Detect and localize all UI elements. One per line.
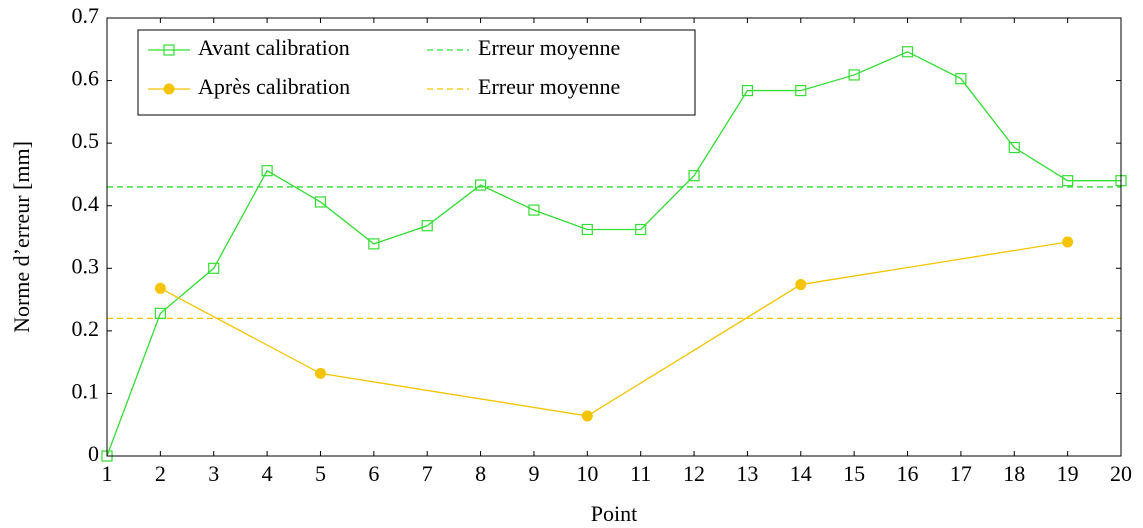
marker [635, 223, 647, 236]
x-axis-label: Point [591, 501, 637, 526]
x-tick-label: 17 [950, 461, 972, 486]
x-tick-label: 1 [102, 461, 113, 486]
marker [368, 238, 380, 250]
marker [955, 73, 967, 85]
x-tick-label: 11 [630, 461, 651, 486]
legend-label: Avant calibration [198, 35, 350, 60]
y-tick-label: 0 [88, 441, 99, 466]
marker [581, 223, 593, 236]
marker [688, 170, 700, 182]
series-line [160, 241, 1068, 417]
legend: Avant calibration Après calibration Erreur… [137, 29, 696, 116]
marker [154, 307, 166, 319]
legend-box [137, 29, 696, 116]
series-line [106, 51, 1121, 457]
marker [421, 220, 433, 232]
marker [581, 410, 593, 422]
x-tick-label: 8 [475, 461, 486, 486]
x-tick-label: 16 [897, 461, 919, 486]
legend-label: Après calibration [198, 74, 350, 99]
y-tick-label: 0.1 [72, 378, 100, 403]
marker [1008, 141, 1020, 154]
y-tick-label: 0.3 [72, 253, 100, 278]
marker [901, 46, 914, 58]
legend-label: Erreur moyenne [478, 35, 620, 60]
x-tick-label: 2 [155, 461, 166, 486]
marker [795, 279, 807, 291]
x-tick-label: 13 [736, 461, 758, 486]
x-tick-label: 4 [262, 461, 273, 486]
x-tick-label: 3 [208, 461, 219, 486]
y-tick-label: 0.2 [72, 316, 100, 341]
marker [314, 196, 327, 208]
x-tick-label: 5 [315, 461, 326, 486]
x-tick-label: 7 [422, 461, 433, 486]
marker [741, 84, 754, 97]
marker [261, 165, 273, 177]
x-tick-label: 14 [790, 461, 812, 486]
x-tick-label: 19 [1057, 461, 1079, 486]
plot-frame [106, 17, 1122, 457]
x-tick-label: 18 [1003, 461, 1025, 486]
y-tick-label: 0.6 [72, 66, 100, 91]
y-axis-label: Norme d’erreur [mm] [9, 141, 34, 333]
marker [1062, 175, 1074, 187]
marker [1062, 236, 1074, 248]
marker [208, 262, 220, 274]
marker [163, 44, 175, 56]
x-tick-label: 12 [683, 461, 705, 486]
y-tick-label: 0.5 [72, 128, 100, 153]
marker [474, 179, 487, 191]
marker [795, 84, 807, 97]
marker [528, 204, 540, 216]
marker [314, 367, 326, 379]
marker [154, 282, 166, 294]
legend-label: Erreur moyenne [478, 74, 620, 99]
y-tick-label: 0.7 [72, 3, 100, 28]
x-tick-label: 15 [843, 461, 865, 486]
marker [848, 69, 860, 81]
x-tick-label: 20 [1110, 461, 1132, 486]
y-tick-label: 0.4 [72, 191, 100, 216]
x-tick-label: 6 [368, 461, 379, 486]
x-tick-label: 9 [528, 461, 539, 486]
marker [163, 83, 175, 95]
x-tick-label: 10 [576, 461, 598, 486]
